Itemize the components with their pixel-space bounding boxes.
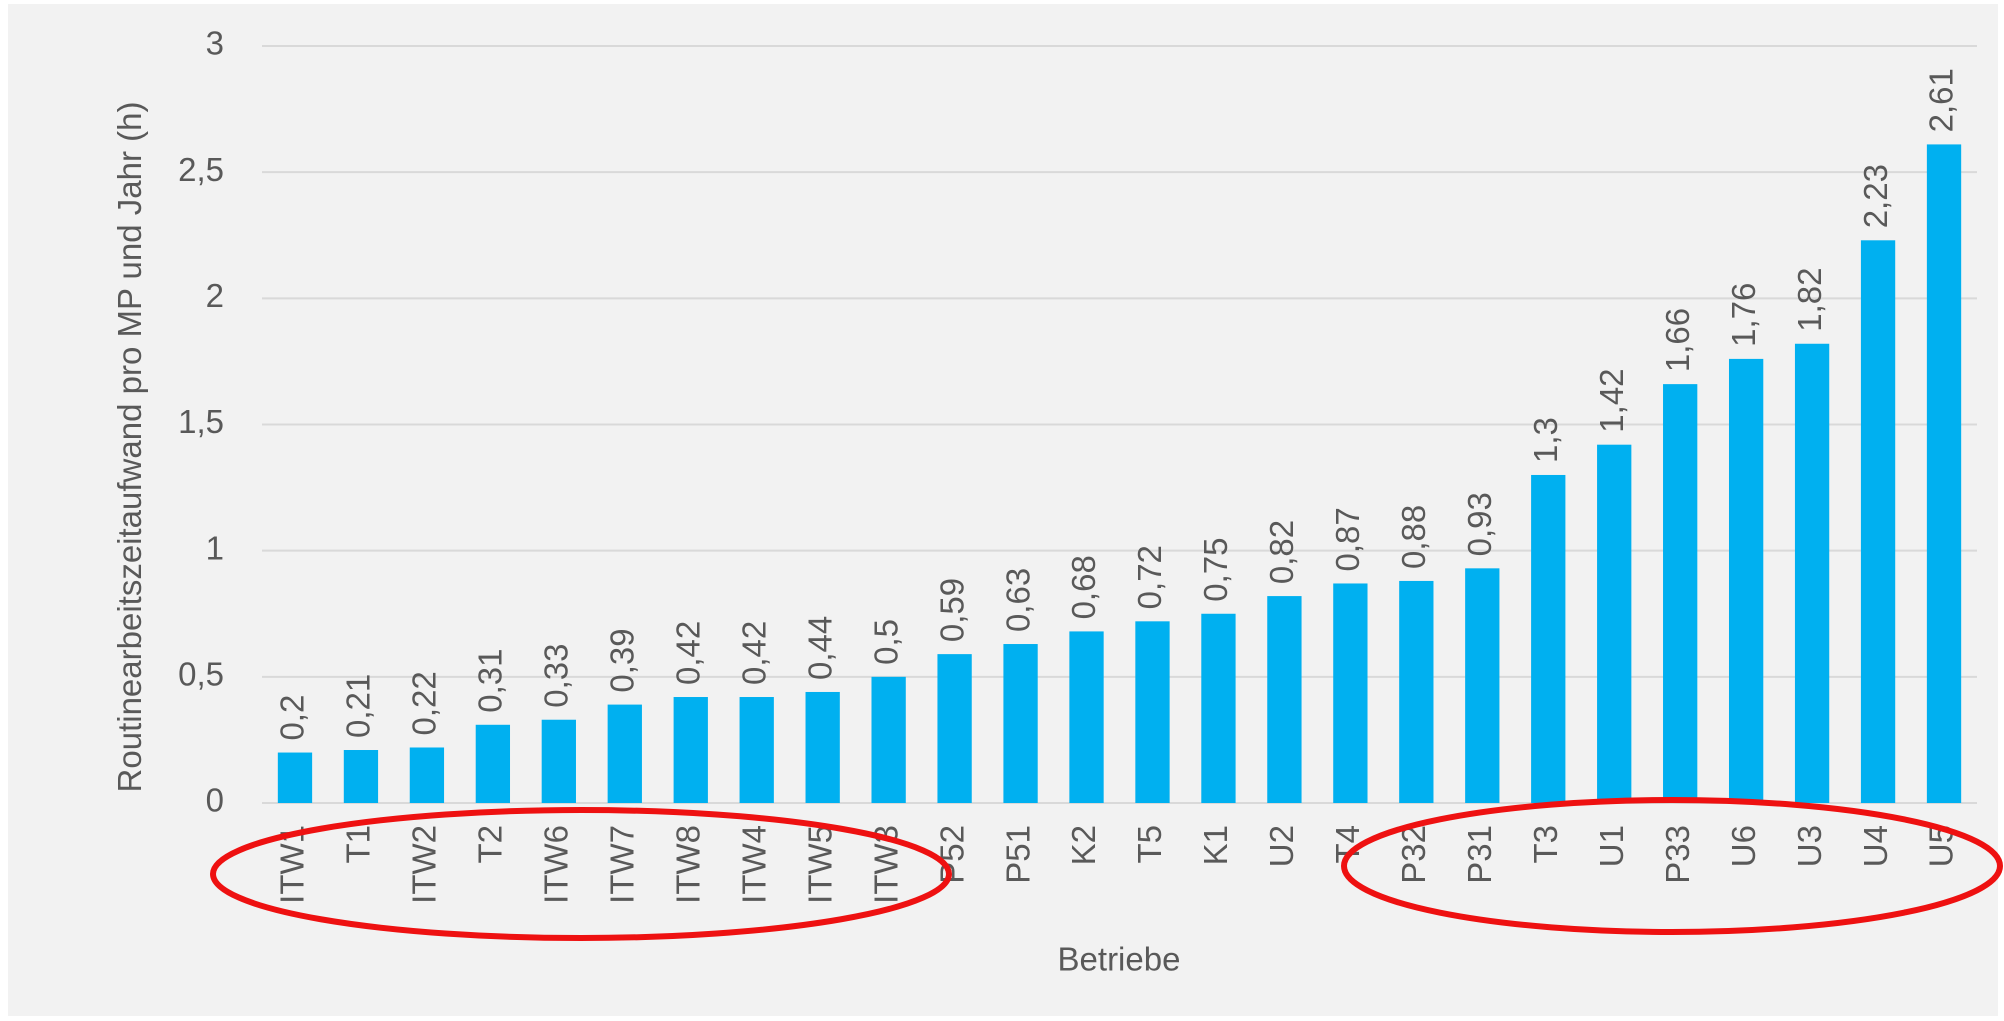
data-label: 0,21 <box>340 674 377 738</box>
bar <box>1597 444 1632 803</box>
bar <box>409 747 445 803</box>
x-tick-label: ITW5 <box>801 825 838 904</box>
bar <box>1465 568 1500 803</box>
data-label: 0,88 <box>1395 505 1432 569</box>
data-label: 0,59 <box>933 578 970 642</box>
data-label: 0,31 <box>472 649 509 713</box>
x-tick-label: U6 <box>1725 825 1762 867</box>
data-label: 0,82 <box>1263 520 1300 584</box>
bar <box>1531 474 1566 803</box>
data-label: 0,39 <box>604 628 641 692</box>
x-tick-label: P32 <box>1395 825 1432 884</box>
x-tick-label: U2 <box>1263 825 1300 867</box>
data-label: 0,22 <box>406 671 443 735</box>
data-label: 0,42 <box>669 621 706 685</box>
bar <box>1201 613 1236 803</box>
bar <box>871 676 906 803</box>
y-tick-label: 2 <box>206 277 224 314</box>
data-label: 0,5 <box>867 619 904 665</box>
data-label: 0,63 <box>999 568 1036 632</box>
data-label: 2,61 <box>1923 68 1960 132</box>
bar <box>1333 583 1368 803</box>
y-tick-label: 1,5 <box>178 403 224 440</box>
y-tick-label: 1 <box>206 529 224 566</box>
x-tick-label: U3 <box>1791 825 1828 867</box>
x-tick-label: T3 <box>1527 825 1564 864</box>
data-label: 1,42 <box>1593 368 1630 432</box>
x-tick-label: ITW4 <box>735 825 772 904</box>
annotation-ellipse <box>210 807 952 941</box>
bar <box>1728 358 1764 803</box>
x-tick-label: P51 <box>999 825 1036 884</box>
data-label: 1,76 <box>1725 283 1762 347</box>
data-label: 0,42 <box>735 621 772 685</box>
bar <box>475 724 511 803</box>
data-label: 0,75 <box>1197 538 1234 602</box>
bar <box>673 697 708 803</box>
x-tick-label: ITW8 <box>669 825 706 904</box>
bar <box>1399 580 1434 803</box>
data-label: 0,87 <box>1329 507 1366 571</box>
bar <box>937 654 972 803</box>
x-tick-label: K2 <box>1065 825 1102 865</box>
data-label: 0,2 <box>274 695 311 741</box>
y-axis-title: Routinearbeitszeitaufwand pro MP und Jah… <box>111 101 148 793</box>
bar <box>1926 144 1962 803</box>
x-tick-label: ITW2 <box>406 825 443 904</box>
x-tick-label: U4 <box>1857 825 1894 867</box>
x-tick-label: U1 <box>1593 825 1630 867</box>
bar <box>1267 596 1302 803</box>
bar <box>343 750 379 803</box>
data-label: 2,23 <box>1857 164 1894 228</box>
x-axis-title: Betriebe <box>1058 941 1181 978</box>
x-tick-label: P33 <box>1659 825 1696 884</box>
bar <box>1794 343 1830 803</box>
bar <box>1069 631 1104 803</box>
bar <box>805 691 840 803</box>
y-tick-label: 0,5 <box>178 656 224 693</box>
bar <box>1860 240 1896 804</box>
data-label: 0,33 <box>538 643 575 707</box>
x-tick-label: ITW7 <box>604 825 641 904</box>
x-tick-label: T5 <box>1131 825 1168 864</box>
data-label: 0,93 <box>1461 492 1498 556</box>
bar <box>277 752 313 803</box>
annotation-ellipse <box>1341 797 2003 935</box>
data-label: 1,66 <box>1659 308 1696 372</box>
x-tick-label: T2 <box>472 825 509 864</box>
y-tick-label: 2,5 <box>178 151 224 188</box>
bar <box>541 719 576 803</box>
x-tick-label: K1 <box>1197 825 1234 865</box>
data-label: 1,3 <box>1527 417 1564 463</box>
data-label: 0,68 <box>1065 555 1102 619</box>
bar <box>1135 621 1170 803</box>
data-label: 0,44 <box>801 616 838 680</box>
x-tick-label: P31 <box>1461 825 1498 884</box>
y-tick-label: 0 <box>206 782 224 819</box>
x-tick-label: ITW6 <box>538 825 575 904</box>
data-label: 0,72 <box>1131 545 1168 609</box>
data-label: 1,82 <box>1791 268 1828 332</box>
bar <box>739 697 774 803</box>
bar <box>1003 644 1038 803</box>
bar <box>1663 384 1698 803</box>
bar <box>607 704 642 803</box>
x-tick-label: T1 <box>340 825 377 864</box>
y-tick-label: 3 <box>206 25 224 62</box>
